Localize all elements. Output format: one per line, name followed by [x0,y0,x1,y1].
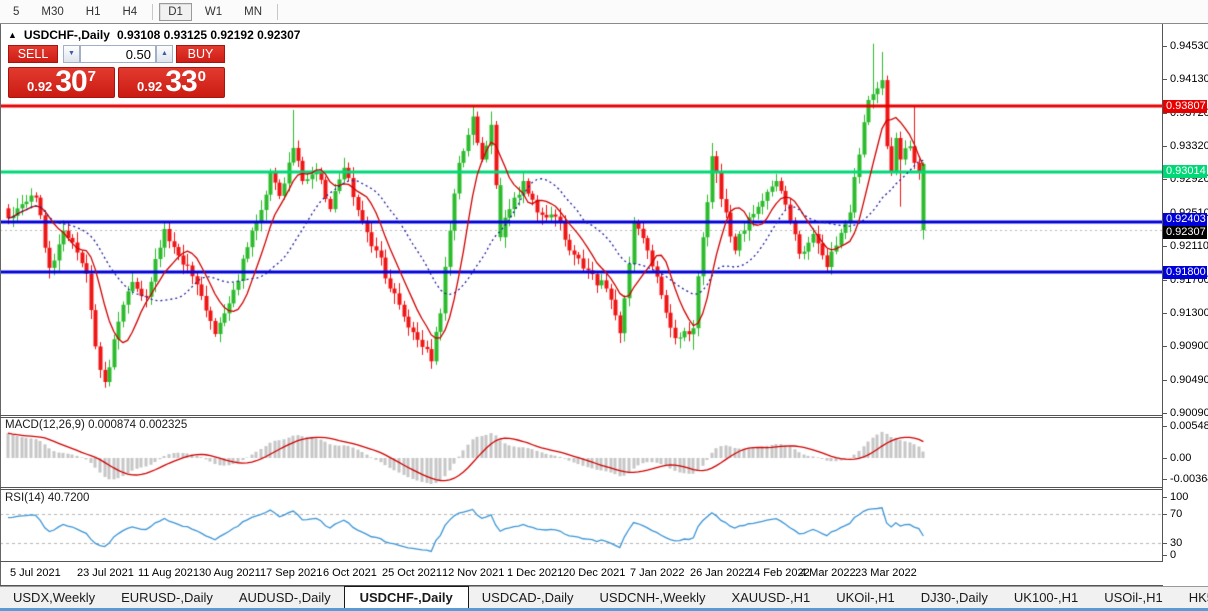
timeframe-button-m5[interactable]: 5 [4,3,28,21]
main-macd-separator[interactable] [0,415,1208,416]
chart-ohlc-values: 0.93108 0.93125 0.92192 0.92307 [116,28,301,42]
chart-tab-bar: USDX,Weekly EURUSD-,Daily AUDUSD-,Daily … [0,586,1208,608]
date-axis-label: 4 Mar 2022 [800,567,856,579]
sell-price-box[interactable]: 0.92 30 7 [8,67,115,98]
date-axis-border [0,561,1208,562]
sell-button[interactable]: SELL [8,45,58,63]
date-axis-label: 20 Dec 2021 [563,567,626,579]
bottom-tab-ukoil[interactable]: UKOil-,H1 [836,590,895,605]
price-axis-tick: 0.90090 [1163,407,1208,419]
bottom-tab-dj30[interactable]: DJ30-,Daily [920,590,988,605]
main-macd-separator-2 [0,417,1208,418]
date-axis-label: 26 Jan 2022 [690,567,751,579]
price-axis-border [1162,24,1163,561]
date-axis-label: 14 Feb 2022 [748,567,810,579]
buy-price-box[interactable]: 0.92 33 0 [118,67,225,98]
timeframe-button-mn[interactable]: MN [235,3,271,21]
date-axis-label: 17 Sep 2021 [260,567,323,579]
macd-axis-label: 0.005489 [1163,420,1208,432]
bottom-tab-usoil[interactable]: USOil-,H1 [1104,590,1163,605]
lot-increase-button[interactable]: ▲ [156,45,173,63]
trade-panel-controls: SELL ▼ ▲ BUY [8,45,225,63]
price-level-badge[interactable]: 0.93807 [1163,99,1207,113]
timeframe-toolbar: 5 M30 H1 H4 D1 W1 MN [0,0,1208,23]
price-axis-tick: 0.91300 [1163,307,1208,319]
chart-symbol-label: USDCHF-,Daily [23,28,110,42]
date-axis-label: 7 Jan 2022 [630,567,685,579]
timeframe-button-m30[interactable]: M30 [32,3,72,21]
price-axis-tick: 0.94130 [1163,73,1208,85]
bottom-tab-usdcnh[interactable]: USDCNH-,Weekly [599,590,706,605]
buy-price-pips: 33 [165,65,197,98]
price-axis-tick: 0.92110 [1163,240,1208,252]
status-bar-edge [0,608,1208,611]
bottom-tab-usdx[interactable]: USDX,Weekly [13,590,96,605]
price-axis-tick: 0.94530 [1163,40,1208,52]
date-axis-label: 12 Nov 2021 [442,567,505,579]
buy-button[interactable]: BUY [176,45,225,63]
macd-axis-label: 0.00 [1163,452,1191,464]
bottom-tab-xauusd[interactable]: XAUUSD-,H1 [731,590,811,605]
date-axis[interactable]: 5 Jul 2021 23 Jul 2021 11 Aug 2021 30 Aug 2… [0,561,1162,586]
down-arrow-icon: ▼ [68,50,75,57]
date-axis-label: 30 Aug 2021 [199,567,261,579]
date-axis-label: 1 Dec 2021 [507,567,564,579]
bottom-tab-hk50[interactable]: HK50-,H1 [1188,590,1208,605]
toolbar-border [0,23,1208,24]
current-bid-badge: 0.92307 [1163,225,1207,239]
rsi-axis-label: 0 [1163,549,1176,561]
price-axis-tick: 0.90490 [1163,374,1208,386]
timeframe-button-w1[interactable]: W1 [196,3,231,21]
toolbar-separator [277,3,279,20]
rsi-axis-label: 100 [1163,491,1188,503]
price-axis[interactable]: 0.945300.941300.937200.933200.929200.925… [1163,24,1208,586]
one-click-trading-panel: SELL ▼ ▲ BUY 0.92 30 7 0.92 33 0 [8,45,225,98]
bottom-tab-audusd[interactable]: AUDUSD-,Daily [238,590,331,605]
price-level-badge[interactable]: 0.92403 [1163,212,1207,226]
macd-rsi-separator[interactable] [0,487,1208,488]
lot-size-input[interactable] [80,45,156,63]
price-level-badge[interactable]: 0.93014 [1163,165,1207,179]
chart-title: ▲ USDCHF-,Daily 0.93108 0.93125 0.92192 … [8,28,300,42]
bottom-tab-usdcad[interactable]: USDCAD-,Daily [481,590,574,605]
toolbar-separator [152,3,154,20]
bottom-tab-uk100[interactable]: UK100-,H1 [1013,590,1079,605]
price-level-badge[interactable]: 0.91800 [1163,265,1207,279]
rsi-axis-label: 70 [1163,508,1182,520]
rsi-indicator-label: RSI(14) 40.7200 [5,492,90,504]
date-axis-label: 23 Jul 2021 [77,567,134,579]
price-axis-tick: 0.90900 [1163,340,1208,352]
price-axis-tick: 0.93320 [1163,140,1208,152]
collapse-triangle-icon[interactable]: ▲ [8,30,17,40]
timeframe-button-h4[interactable]: H4 [113,3,146,21]
bottom-tab-usdchf-active[interactable]: USDCHF-,Daily [343,586,469,608]
buy-price-prefix: 0.92 [136,79,163,94]
date-axis-label: 5 Jul 2021 [10,567,61,579]
sell-price-pips: 30 [55,65,87,98]
timeframe-button-d1[interactable]: D1 [159,2,192,21]
chart-bottom-border [0,585,1208,586]
date-axis-label: 23 Mar 2022 [855,567,917,579]
date-axis-label: 11 Aug 2021 [138,567,199,579]
up-arrow-icon: ▲ [161,50,168,57]
macd-indicator-label: MACD(12,26,9) 0.000874 0.002325 [5,419,188,431]
sell-price-prefix: 0.92 [26,79,53,94]
bottom-tab-eurusd[interactable]: EURUSD-,Daily [121,590,213,605]
sell-price-point: 7 [87,68,97,85]
price-chart-canvas[interactable] [0,24,1162,586]
date-axis-label: 25 Oct 2021 [382,567,442,579]
date-axis-label: 6 Oct 2021 [323,567,377,579]
timeframe-button-h1[interactable]: H1 [77,3,110,21]
lot-decrease-button[interactable]: ▼ [63,45,80,63]
macd-axis-label: -0.003641 [1163,473,1208,485]
macd-rsi-separator-2 [0,489,1208,490]
buy-price-point: 0 [197,68,207,85]
rsi-axis-label: 30 [1163,537,1182,549]
chart-left-border [0,24,1,586]
